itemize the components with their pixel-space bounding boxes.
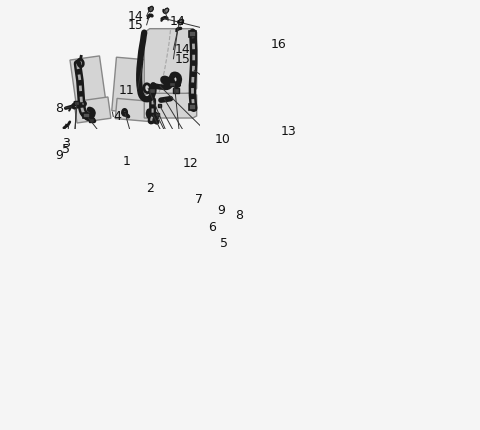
Text: 1: 1 bbox=[122, 155, 130, 168]
Text: 10: 10 bbox=[215, 133, 230, 146]
FancyBboxPatch shape bbox=[158, 104, 161, 108]
FancyBboxPatch shape bbox=[173, 89, 179, 93]
FancyBboxPatch shape bbox=[84, 114, 90, 119]
Text: 5: 5 bbox=[62, 143, 70, 156]
Polygon shape bbox=[178, 20, 183, 26]
Text: 14: 14 bbox=[127, 10, 143, 23]
Text: 9: 9 bbox=[217, 203, 226, 216]
Text: 4: 4 bbox=[113, 110, 121, 123]
Text: 7: 7 bbox=[195, 193, 203, 206]
Polygon shape bbox=[112, 58, 147, 114]
Polygon shape bbox=[144, 94, 197, 119]
Text: 9: 9 bbox=[55, 149, 63, 162]
Text: 15: 15 bbox=[127, 19, 143, 32]
Text: 12: 12 bbox=[182, 157, 198, 170]
Text: 16: 16 bbox=[271, 38, 287, 51]
FancyBboxPatch shape bbox=[89, 119, 95, 123]
Text: 6: 6 bbox=[209, 220, 216, 233]
Text: 14: 14 bbox=[175, 43, 191, 56]
Text: 3: 3 bbox=[62, 137, 70, 150]
FancyBboxPatch shape bbox=[189, 104, 196, 111]
FancyBboxPatch shape bbox=[149, 89, 155, 93]
Polygon shape bbox=[74, 98, 111, 124]
Polygon shape bbox=[70, 57, 107, 115]
Text: 2: 2 bbox=[146, 181, 154, 194]
FancyBboxPatch shape bbox=[169, 83, 175, 87]
FancyBboxPatch shape bbox=[189, 32, 196, 38]
Polygon shape bbox=[163, 9, 168, 15]
Text: 8: 8 bbox=[55, 102, 63, 115]
Polygon shape bbox=[148, 7, 153, 12]
Text: 11: 11 bbox=[119, 83, 134, 96]
FancyBboxPatch shape bbox=[74, 102, 79, 105]
Text: 15: 15 bbox=[175, 53, 191, 66]
Text: 14: 14 bbox=[170, 15, 186, 28]
Text: 13: 13 bbox=[281, 125, 297, 138]
Text: 8: 8 bbox=[235, 208, 243, 221]
Polygon shape bbox=[115, 99, 151, 122]
Polygon shape bbox=[144, 30, 197, 99]
Text: 5: 5 bbox=[220, 236, 228, 249]
FancyBboxPatch shape bbox=[155, 114, 159, 117]
